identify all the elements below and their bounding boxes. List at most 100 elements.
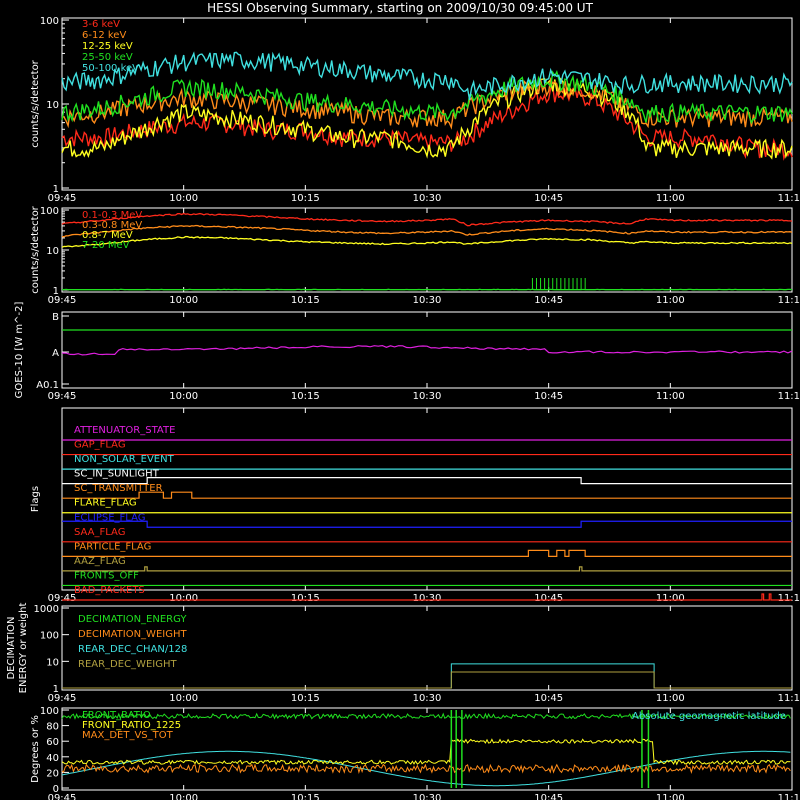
x-tick-label: 10:45 [534,391,563,402]
y-tick-label: 10 [46,100,59,111]
x-tick-label: 11:15 [778,693,800,704]
x-tick-label: 09:45 [48,693,77,704]
x-tick-label: 11:00 [656,193,685,204]
series-line-rear-dec-weight [62,671,792,689]
series-line-front-ratio [61,712,791,720]
x-tick-label: 11:00 [656,295,685,306]
y-tick-label: A0.1 [36,380,59,391]
series-line-50-100-kev [61,51,793,101]
x-tick-label: 10:00 [169,193,198,204]
x-tick-label: 10:15 [291,793,320,800]
y-axis-label-2: GOES-10 [W m^-2] [14,302,25,399]
series-line-25-50-kev [61,69,793,125]
y-tick-label: 100 [40,206,59,217]
x-tick-label: 10:30 [413,793,442,800]
x-tick-label: 10:30 [413,693,442,704]
flag-label-fronts-off: FRONTS_OFF [74,570,139,581]
high-legend-0: 0.1-0.3 MeV [82,210,142,221]
low-legend-1: 6-12 keV [82,30,126,41]
high-legend-1: 0.3-0.8 MeV [82,220,142,231]
x-tick-label: 10:45 [534,693,563,704]
x-tick-label: 10:45 [534,793,563,800]
y-tick-label: B [52,312,59,323]
flag-label-particle-flag: PARTICLE_FLAG [74,541,151,552]
x-tick-label: 10:00 [169,295,198,306]
series-line-3-6-kev [61,85,793,161]
flag-line-sc-transmitter [62,491,792,499]
high-legend-2: 0.8-7 MeV [82,230,133,241]
y-axis-label-5: Degrees or % [30,715,41,783]
x-tick-label: 10:15 [291,295,320,306]
x-tick-label: 11:15 [778,193,800,204]
decim-legend-0: DECIMATION_ENERGY [78,614,187,625]
series-line-0-8-7-mev [61,235,793,248]
y-tick-label: 80 [46,722,59,733]
x-tick-label: 11:15 [778,593,800,604]
low-legend-4: 50-100 keV [82,63,139,74]
series-line-6-12-kev [61,77,793,130]
x-tick-label: 09:45 [48,295,77,306]
y-axis-label-4a: DECIMATION [6,616,17,679]
x-tick-label: 10:30 [413,593,442,604]
x-tick-label: 11:15 [778,391,800,402]
y-axis-label-0: counts/s/detector [30,59,41,147]
flag-label-non-solar-event: NON_SOLAR_EVENT [74,454,175,465]
x-tick-label: 10:45 [534,193,563,204]
low-legend-3: 25-50 keV [82,52,133,63]
x-tick-label: 10:45 [534,593,563,604]
series-line-front-ratio-1225 [61,738,791,766]
series-line-0-3-0-8-mev [62,224,793,238]
y-tick-label: 100 [40,16,59,27]
flag-line-eclipse-flag [62,520,792,528]
x-tick-label: 09:45 [48,193,77,204]
x-tick-label: 09:45 [48,593,77,604]
y-tick-label: 100 [40,631,59,642]
series-line-goes-short [61,344,793,356]
x-tick-label: 09:45 [48,793,77,800]
y-tick-label: 100 [40,706,59,717]
flag-label-gap-flag: GAP_FLAG [74,440,126,451]
flag-label-sc-in-sunlight: SC_IN_SUNLIGHT [74,469,160,480]
x-tick-label: 11:15 [778,793,800,800]
y-tick-label: 40 [46,753,59,764]
flag-line-particle-flag [62,549,792,557]
y-tick-label: 0 [53,784,59,795]
decim-legend-2: REAR_DEC_CHAN/128 [78,644,187,655]
series-line-geomagnetic-latitude [61,750,791,787]
y-tick-label: 10 [46,657,59,668]
decim-legend-1: DECIMATION_WEIGHT [78,629,187,640]
y-tick-label: 1 [53,184,59,195]
flag-label-attenuator-state: ATTENUATOR_STATE [74,425,175,436]
series-line-max-det-vs-tot [61,763,791,775]
x-tick-label: 11:00 [656,693,685,704]
y-tick-label: 60 [46,737,59,748]
x-tick-label: 10:45 [534,295,563,306]
flag-label-aaz-flag: AAZ_FLAG [74,556,126,567]
y-tick-label: 20 [46,768,59,779]
y-tick-label: 1000 [34,604,59,615]
ratio-legend-3: Absolute geomagnetic latitude [632,711,786,722]
ratio-legend-2: MAX_DET_VS_TOT [82,730,174,741]
y-tick-label: 1 [53,286,59,297]
y-tick-label: 10 [46,246,59,257]
y-tick-label: A [52,348,59,359]
x-tick-label: 10:30 [413,295,442,306]
chart-title: HESSI Observing Summary, starting on 200… [207,1,593,15]
x-tick-label: 09:45 [48,391,77,402]
flag-label-eclipse-flag: ECLIPSE_FLAG [74,512,145,523]
series-line-0-1-0-3-mev [61,212,793,227]
flag-label-bad-packets: BAD_PACKETS [74,585,145,596]
x-tick-label: 10:00 [169,693,198,704]
flag-line-sc-in-sunlight [62,477,792,485]
y-axis-label-4b: ENERGY or weight [18,603,29,694]
x-tick-label: 10:15 [291,391,320,402]
panel-frame-0 [61,17,793,191]
flag-label-flare-flag: FLARE_FLAG [74,498,137,509]
x-tick-label: 11:00 [656,793,685,800]
x-tick-label: 11:15 [778,295,800,306]
x-tick-label: 10:15 [291,593,320,604]
x-tick-label: 11:00 [656,593,685,604]
low-legend-2: 12-25 keV [82,41,133,52]
